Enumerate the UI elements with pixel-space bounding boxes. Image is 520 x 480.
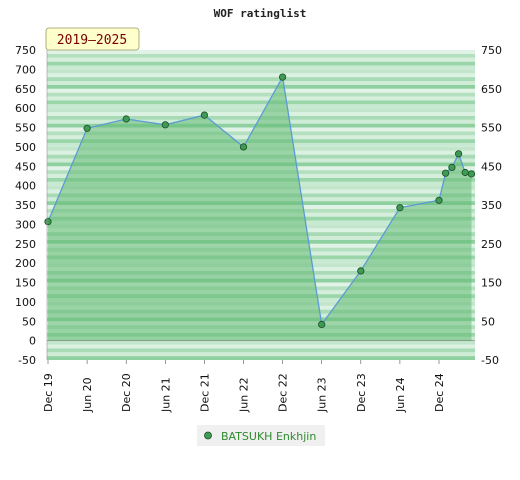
chart-title: WOF ratinglist (214, 7, 307, 20)
y-tick-label-right: 550 (481, 122, 502, 135)
y-axis-left-labels: -50 0 50 100 150 200 250 300 350 400 450 500 550 600 6… (15, 44, 36, 367)
y-tick-label: 250 (15, 238, 36, 251)
y-tick-label-right: 650 (481, 83, 502, 96)
data-point[interactable] (467, 170, 476, 178)
data-point[interactable] (161, 121, 169, 129)
data-point[interactable] (448, 163, 456, 171)
background-band (47, 84, 475, 89)
y-axis-right-labels: -50 50 150 250 350 450 550 650 750 (481, 44, 502, 367)
data-point[interactable] (44, 218, 52, 226)
background-band (47, 96, 475, 101)
background-band (47, 104, 475, 109)
y-tick-label: 450 (15, 160, 36, 173)
background-band (47, 77, 475, 81)
x-tick-label: Jun 22 (238, 377, 251, 413)
data-point[interactable] (278, 73, 287, 81)
background-band (47, 81, 475, 85)
y-tick-label: 300 (15, 218, 36, 231)
data-point[interactable] (318, 320, 326, 328)
background-band (47, 69, 475, 74)
series-markers (44, 73, 476, 328)
series-line (47, 75, 472, 327)
y-tick-label-right: 150 (481, 277, 502, 290)
y-tick-label: -50 (18, 354, 36, 367)
background-band (47, 112, 475, 116)
data-point[interactable] (83, 124, 91, 132)
y-tick-label: 550 (15, 122, 36, 135)
y-tick-label: 100 (15, 296, 36, 309)
background-band (47, 108, 475, 112)
y-tick-label-right: 250 (481, 238, 502, 251)
data-point[interactable] (239, 143, 248, 151)
area-fill (48, 77, 472, 341)
legend-marker-icon (204, 431, 212, 440)
background-band (47, 348, 475, 353)
y-tick-label: 200 (15, 257, 36, 270)
y-tick-label-right: 750 (481, 44, 502, 57)
data-point[interactable] (435, 196, 443, 204)
background-band (47, 57, 475, 62)
legend-box (197, 425, 325, 446)
period-badge: 2019–2025 (45, 27, 140, 51)
y-tick-label-right: 450 (481, 160, 502, 173)
x-tick-label: Dec 24 (433, 373, 446, 412)
y-tick-label: 350 (15, 199, 36, 212)
x-tick-label: Jun 23 (316, 377, 329, 413)
x-tick-label: Jun 21 (159, 377, 172, 413)
legend: BATSUKH Enkhjin (197, 425, 325, 446)
x-tick-label: Jun 20 (81, 377, 94, 413)
data-point[interactable] (122, 115, 130, 123)
y-tick-label-right: -50 (481, 354, 499, 367)
data-point[interactable] (461, 168, 469, 177)
x-tick-label: Dec 22 (277, 373, 290, 412)
chart-axes (46, 50, 475, 360)
data-point[interactable] (396, 204, 404, 212)
y-tick-label: 650 (15, 83, 36, 96)
y-tick-label: 700 (15, 63, 36, 76)
x-tick-label: Dec 20 (120, 373, 133, 412)
period-label: 2019–2025 (57, 33, 127, 48)
data-point[interactable] (441, 169, 450, 177)
background-band (47, 344, 475, 349)
background-band (47, 340, 475, 345)
y-tick-label: 0 (29, 335, 36, 348)
legend-label: BATSUKH Enkhjin (221, 430, 316, 443)
x-tick-label: Dec 23 (355, 373, 368, 412)
background-band (47, 100, 475, 105)
background-band (47, 92, 475, 97)
background-band (47, 53, 475, 58)
x-tick-label: Jun 24 (394, 377, 407, 413)
series-area (48, 77, 472, 341)
background-band (47, 73, 475, 78)
background-band (47, 50, 475, 54)
background-band (47, 352, 475, 357)
background-band (47, 356, 475, 360)
background-band (47, 88, 475, 93)
x-tick-label: Dec 19 (42, 373, 55, 412)
data-point[interactable] (200, 111, 208, 119)
background-band (47, 65, 475, 70)
period-badge-box (45, 27, 140, 51)
x-tick-label: Dec 21 (198, 373, 211, 412)
y-tick-label: 750 (15, 44, 36, 57)
y-tick-label: 400 (15, 180, 36, 193)
y-tick-label: 500 (15, 141, 36, 154)
data-point[interactable] (357, 267, 365, 275)
y-tick-label-right: 350 (481, 199, 502, 212)
y-tick-label: 50 (22, 315, 36, 328)
data-point[interactable] (454, 150, 463, 158)
background-band (47, 61, 475, 66)
y-tick-label: 150 (15, 277, 36, 290)
y-tick-label-right: 50 (481, 315, 495, 328)
y-tick-label: 600 (15, 102, 36, 115)
x-axis-labels: Dec 19 Jun 20 Dec 20 Jun 21 Dec 21 Jun 22 Dec … (42, 360, 446, 413)
rating-line (47, 75, 472, 327)
